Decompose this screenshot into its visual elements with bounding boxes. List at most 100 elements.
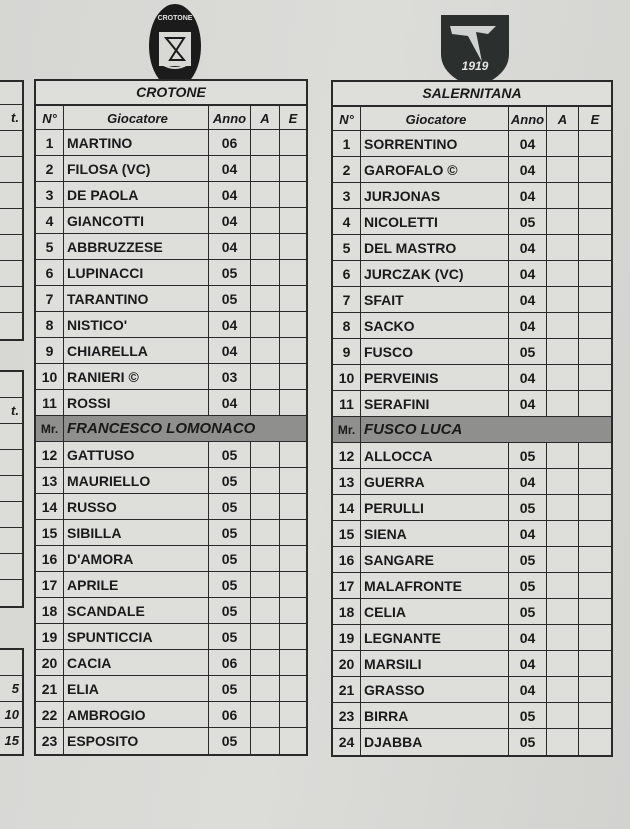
e-cell: [579, 131, 611, 156]
player-number: 11: [333, 391, 361, 416]
coach-prefix: Mr.: [36, 416, 64, 441]
player-row: 1 MARTINO 06: [36, 130, 306, 156]
player-number: 4: [36, 208, 64, 233]
player-year: 04: [509, 391, 547, 416]
e-cell: [280, 624, 306, 649]
player-row: 19 LEGNANTE 04: [333, 625, 611, 651]
player-name: MAURIELLO: [64, 468, 209, 493]
player-row: 17 APRILE 05: [36, 572, 306, 598]
player-year: 04: [209, 208, 251, 233]
player-row: 21 ELIA 05: [36, 676, 306, 702]
a-cell: [251, 494, 280, 519]
e-cell: [280, 208, 306, 233]
a-cell: [547, 521, 579, 546]
player-row: 5 ABBRUZZESE 04: [36, 234, 306, 260]
column-header-row: N° Giocatore Anno A E: [333, 107, 611, 131]
player-name: SERAFINI: [361, 391, 509, 416]
player-name: JURJONAS: [361, 183, 509, 208]
left-row11-partial: t.: [0, 398, 22, 424]
player-number: 5: [36, 234, 64, 259]
player-name: GUERRA: [361, 469, 509, 494]
salernitana-logo: 1919: [441, 15, 509, 88]
a-cell: [547, 495, 579, 520]
player-name: SANGARE: [361, 547, 509, 572]
player-year: 05: [209, 260, 251, 285]
player-row: 17 MALAFRONTE 05: [333, 573, 611, 599]
player-number: 14: [36, 494, 64, 519]
player-row: 19 SPUNTICCIA 05: [36, 624, 306, 650]
svg-text:1919: 1919: [462, 59, 489, 73]
salernitana-table: SALERNITANA N° Giocatore Anno A E 1 SORRENTINO…: [331, 80, 613, 757]
player-row: 3 DE PAOLA 04: [36, 182, 306, 208]
player-name: PERVEINIS: [361, 365, 509, 390]
player-name: FUSCO: [361, 339, 509, 364]
player-number: 9: [36, 338, 64, 363]
header-number: N°: [36, 106, 64, 130]
left-table-fragment-middle: t.: [0, 370, 24, 608]
header-a: A: [251, 106, 280, 130]
column-header-row: N° Giocatore Anno A E: [36, 106, 306, 130]
player-year: 05: [509, 443, 547, 468]
player-year: 04: [509, 313, 547, 338]
e-cell: [579, 651, 611, 676]
a-cell: [547, 131, 579, 156]
player-row: 10 RANIERI © 03: [36, 364, 306, 390]
a-cell: [547, 261, 579, 286]
player-number: 13: [333, 469, 361, 494]
player-number: 12: [36, 442, 64, 467]
player-year: 05: [209, 624, 251, 649]
e-cell: [579, 443, 611, 468]
player-row: 6 JURCZAK (VC) 04: [333, 261, 611, 287]
player-number: 15: [333, 521, 361, 546]
coach-name: FRANCESCO LOMONACO: [67, 420, 256, 437]
player-row: 2 GAROFALO © 04: [333, 157, 611, 183]
a-cell: [547, 287, 579, 312]
header-player: Giocatore: [64, 106, 209, 130]
e-cell: [280, 234, 306, 259]
player-name: RANIERI ©: [64, 364, 209, 389]
player-year: 04: [509, 157, 547, 182]
player-row: 8 SACKO 04: [333, 313, 611, 339]
player-year: 04: [209, 234, 251, 259]
player-name: ELIA: [64, 676, 209, 701]
player-name: DEL MASTRO: [361, 235, 509, 260]
a-cell: [547, 443, 579, 468]
left-value: 15: [4, 733, 19, 748]
a-cell: [547, 339, 579, 364]
player-number: 17: [36, 572, 64, 597]
player-year: 04: [209, 156, 251, 181]
header-e: E: [590, 111, 600, 127]
player-name: D'AMORA: [64, 546, 209, 571]
player-name: NICOLETTI: [361, 209, 509, 234]
player-year: 05: [509, 209, 547, 234]
player-name: SIBILLA: [64, 520, 209, 545]
e-cell: [579, 469, 611, 494]
player-year: 06: [209, 650, 251, 675]
e-cell: [579, 209, 611, 234]
a-cell: [251, 624, 280, 649]
left-value: 10: [0, 702, 22, 728]
player-number: 2: [333, 157, 361, 182]
left-table-fragment-top: t.: [0, 80, 24, 341]
player-year: 04: [509, 469, 547, 494]
player-year: 05: [509, 495, 547, 520]
player-year: 04: [209, 182, 251, 207]
a-cell: [251, 390, 280, 415]
player-year: 05: [209, 728, 251, 754]
e-cell: [280, 494, 306, 519]
player-row: 9 CHIARELLA 04: [36, 338, 306, 364]
player-name: SPUNTICCIA: [64, 624, 209, 649]
a-cell: [251, 676, 280, 701]
player-year: 05: [509, 599, 547, 624]
player-number: 15: [36, 520, 64, 545]
e-cell: [280, 546, 306, 571]
player-row: 7 TARANTINO 05: [36, 286, 306, 312]
player-row: 21 GRASSO 04: [333, 677, 611, 703]
player-name: JURCZAK (VC): [361, 261, 509, 286]
a-cell: [251, 338, 280, 363]
player-year: 04: [509, 625, 547, 650]
a-cell: [251, 520, 280, 545]
player-row: 23 ESPOSITO 05: [36, 728, 306, 754]
a-cell: [251, 234, 280, 259]
player-row: 4 NICOLETTI 05: [333, 209, 611, 235]
